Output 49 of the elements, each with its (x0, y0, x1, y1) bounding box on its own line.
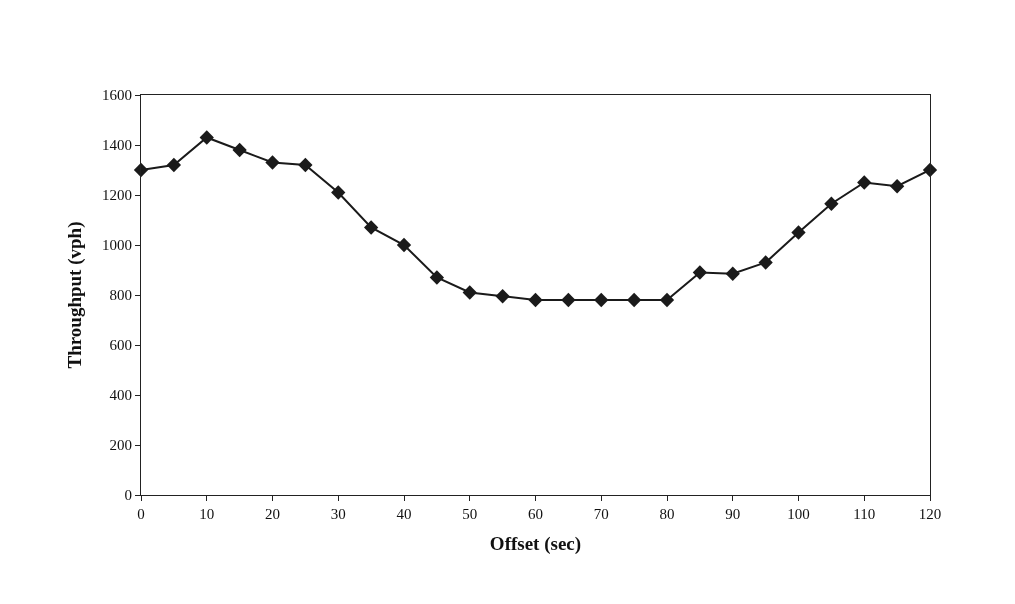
x-tick-label: 110 (853, 506, 876, 522)
x-tick-label: 30 (330, 506, 346, 522)
point (659, 292, 675, 308)
x-tick-label: 70 (593, 506, 609, 522)
x-tick-label: 0 (137, 506, 145, 522)
point (462, 285, 477, 300)
point (363, 220, 379, 235)
point (758, 255, 773, 270)
point (232, 142, 247, 158)
y-tick-label: 1000 (102, 237, 132, 254)
x-tick-label: 40 (396, 506, 412, 522)
y-tick-label: 400 (109, 387, 132, 404)
point (824, 196, 839, 211)
point (133, 162, 149, 178)
x-tick-label: 10 (199, 506, 215, 522)
x-tick-label: 100 (787, 506, 810, 522)
y-tick-label: 1600 (102, 87, 132, 104)
x-tick-label: 20 (265, 506, 280, 522)
y-axis-title: Throughput (vph) (63, 221, 86, 369)
point (396, 237, 412, 253)
x-tick-label: 120 (918, 506, 942, 522)
point (594, 292, 609, 308)
point (331, 185, 346, 200)
y-tick-label: 0 (124, 487, 132, 504)
point (626, 292, 642, 308)
point (166, 157, 182, 173)
point (791, 225, 806, 240)
y-tick-label: 1400 (102, 137, 132, 154)
point (857, 175, 872, 190)
y-tick-label: 800 (109, 287, 132, 304)
point (922, 162, 938, 178)
x-tick-label: 80 (659, 506, 675, 522)
point (429, 270, 445, 285)
point (561, 292, 576, 308)
point (265, 155, 280, 170)
y-tick-label: 200 (109, 437, 132, 454)
point (528, 292, 543, 308)
y-tick-label: 1200 (102, 187, 132, 204)
point (692, 265, 708, 280)
x-tick-label: 50 (462, 506, 478, 522)
x-axis-title: Offset (sec) (489, 532, 582, 555)
point (199, 130, 214, 145)
point (298, 157, 313, 173)
x-tick-label: 60 (528, 506, 543, 522)
x-tick-label: 90 (725, 506, 741, 522)
point (889, 179, 905, 194)
y-tick-label: 600 (109, 337, 132, 354)
point (725, 266, 740, 281)
point (495, 289, 510, 304)
